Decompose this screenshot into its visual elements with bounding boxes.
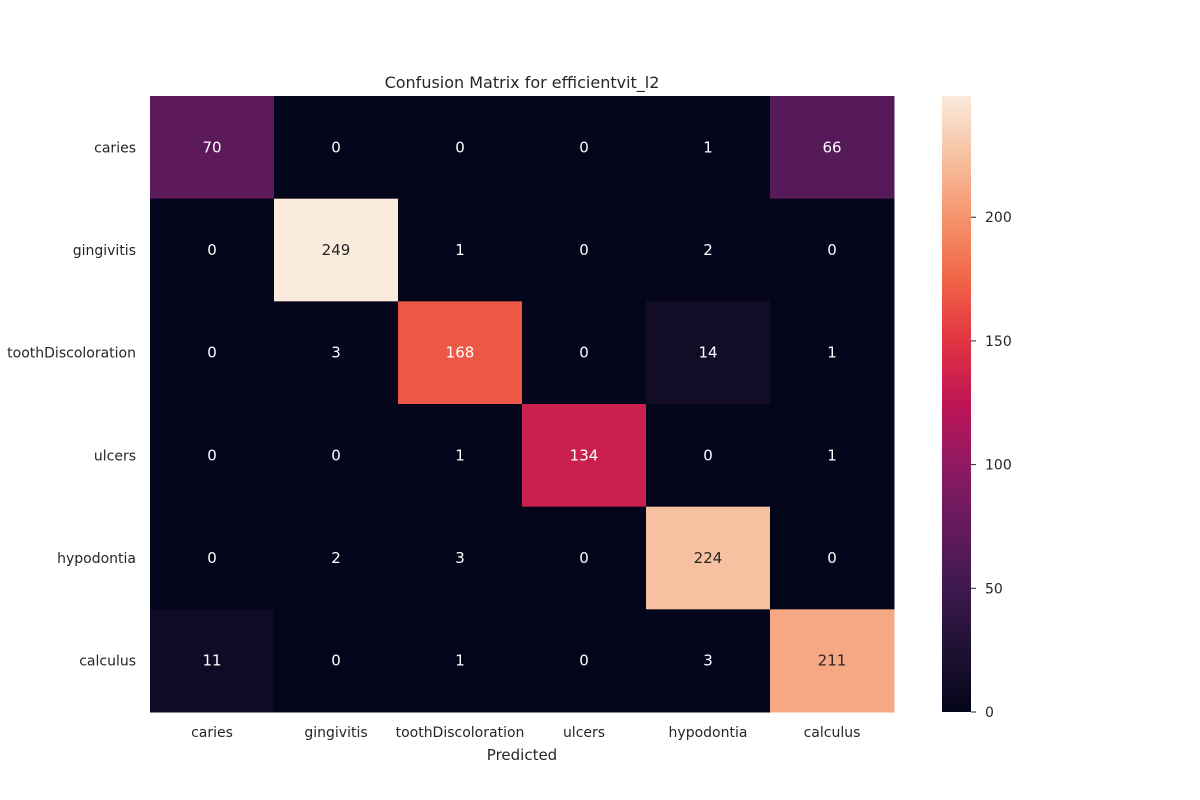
cell-value-label: 0	[207, 241, 217, 259]
cell-hypodontia-hypodontia	[646, 506, 771, 610]
y-tick-label-ulcers: ulcers	[94, 448, 136, 464]
cell-hypodontia-ulcers	[522, 506, 647, 610]
cell-value-label: 249	[322, 241, 351, 259]
cell-value-label: 0	[827, 241, 837, 259]
cell-tooth-discoloration-calculus	[770, 301, 895, 405]
cell-ulcers-hypodontia	[646, 404, 771, 508]
cell-value-label: 3	[331, 344, 341, 362]
cell-value-label: 0	[703, 446, 713, 464]
cell-tooth-discoloration-gingivitis	[274, 301, 399, 405]
cell-hypodontia-tooth-discoloration	[398, 506, 523, 610]
cell-value-label: 0	[331, 652, 341, 670]
cell-value-label: 3	[703, 652, 713, 670]
y-axis-tick-labels: caries gingivitis toothDiscoloration ulcers…	[7, 140, 136, 669]
cell-value-label: 0	[207, 549, 217, 567]
cell-calculus-hypodontia	[646, 609, 771, 713]
colorbar-tick-label: 50	[985, 581, 1003, 597]
cell-value-label: 0	[331, 138, 341, 156]
cell-value-label: 168	[446, 344, 475, 362]
cell-caries-tooth-discoloration	[398, 96, 523, 200]
y-tick-label-gingivitis: gingivitis	[73, 243, 136, 259]
cell-value-label: 0	[579, 549, 589, 567]
cell-value-label: 1	[455, 241, 465, 259]
y-tick-label-hypodontia: hypodontia	[57, 551, 136, 567]
cell-ulcers-calculus	[770, 404, 895, 508]
x-tick-label-tooth-discoloration: toothDiscoloration	[396, 725, 525, 741]
x-tick-label-caries: caries	[191, 725, 233, 741]
cell-ulcers-caries	[150, 404, 275, 508]
cell-value-label: 211	[818, 652, 847, 670]
x-tick-label-ulcers: ulcers	[563, 725, 605, 741]
cell-gingivitis-tooth-discoloration	[398, 198, 523, 302]
cell-value-label: 2	[331, 549, 341, 567]
colorbar-tick-label: 100	[985, 458, 1012, 474]
cell-value-label: 0	[207, 344, 217, 362]
cell-hypodontia-caries	[150, 506, 275, 610]
colorbar-tick-label: 0	[985, 705, 994, 721]
cell-tooth-discoloration-tooth-discoloration	[398, 301, 523, 405]
cell-tooth-discoloration-ulcers	[522, 301, 647, 405]
cell-calculus-gingivitis	[274, 609, 399, 713]
colorbar	[942, 96, 971, 712]
cell-ulcers-tooth-discoloration	[398, 404, 523, 508]
cell-caries-calculus	[770, 96, 895, 200]
chart-title: Confusion Matrix for efficientvit_l2	[385, 73, 660, 93]
cell-value-label: 66	[822, 138, 841, 156]
cell-value-label: 14	[698, 344, 717, 362]
cell-calculus-tooth-discoloration	[398, 609, 523, 713]
cell-value-label: 0	[579, 652, 589, 670]
cell-value-label: 1	[455, 652, 465, 670]
y-tick-label-tooth-discoloration: toothDiscoloration	[7, 346, 136, 362]
cell-value-label: 70	[202, 138, 221, 156]
cell-value-label: 0	[579, 241, 589, 259]
x-tick-label-hypodontia: hypodontia	[669, 725, 748, 741]
cell-value-label: 3	[455, 549, 465, 567]
cell-value-label: 0	[579, 138, 589, 156]
y-tick-label-caries: caries	[94, 140, 136, 156]
cell-gingivitis-caries	[150, 198, 275, 302]
x-tick-label-calculus: calculus	[804, 725, 861, 741]
y-tick-label-calculus: calculus	[79, 654, 136, 670]
cell-gingivitis-hypodontia	[646, 198, 771, 302]
cell-value-label: 0	[331, 446, 341, 464]
cell-gingivitis-gingivitis	[274, 198, 399, 302]
cell-hypodontia-gingivitis	[274, 506, 399, 610]
cell-caries-gingivitis	[274, 96, 399, 200]
cell-hypodontia-calculus	[770, 506, 895, 610]
cell-value-label: 1	[703, 138, 713, 156]
cell-gingivitis-ulcers	[522, 198, 647, 302]
cell-ulcers-ulcers	[522, 404, 647, 508]
cell-value-label: 0	[207, 446, 217, 464]
cell-ulcers-gingivitis	[274, 404, 399, 508]
cell-caries-hypodontia	[646, 96, 771, 200]
cell-calculus-caries	[150, 609, 275, 713]
cell-value-label: 1	[455, 446, 465, 464]
cell-caries-ulcers	[522, 96, 647, 200]
cell-tooth-discoloration-hypodontia	[646, 301, 771, 405]
colorbar-tick-label: 200	[985, 210, 1012, 226]
heatmap-cell-labels: 70 0 0 0 1 66 0 249 1 0 2 0 0 3 168 0 14 1 0 0 1 134 0 1 0 2 3 0 224…	[202, 138, 846, 669]
colorbar-ticks: 0 50 100 150 200	[971, 210, 1012, 721]
cell-value-label: 2	[703, 241, 713, 259]
cell-value-label: 0	[579, 344, 589, 362]
x-tick-label-gingivitis: gingivitis	[304, 725, 367, 741]
cell-value-label: 1	[827, 344, 837, 362]
cell-caries-caries	[150, 96, 275, 200]
cell-value-label: 11	[202, 652, 221, 670]
cell-gingivitis-calculus	[770, 198, 895, 302]
x-axis-label: Predicted	[487, 746, 557, 764]
colorbar-tick-label: 150	[985, 334, 1012, 350]
cell-calculus-ulcers	[522, 609, 647, 713]
cell-value-label: 0	[827, 549, 837, 567]
cell-value-label: 224	[694, 549, 723, 567]
cell-value-label: 0	[455, 138, 465, 156]
x-axis-tick-labels: caries gingivitis toothDiscoloration ulcers…	[191, 725, 860, 741]
cell-calculus-calculus	[770, 609, 895, 713]
cell-value-label: 1	[827, 446, 837, 464]
heatmap-cells	[150, 96, 895, 713]
cell-value-label: 134	[570, 446, 599, 464]
cell-tooth-discoloration-caries	[150, 301, 275, 405]
